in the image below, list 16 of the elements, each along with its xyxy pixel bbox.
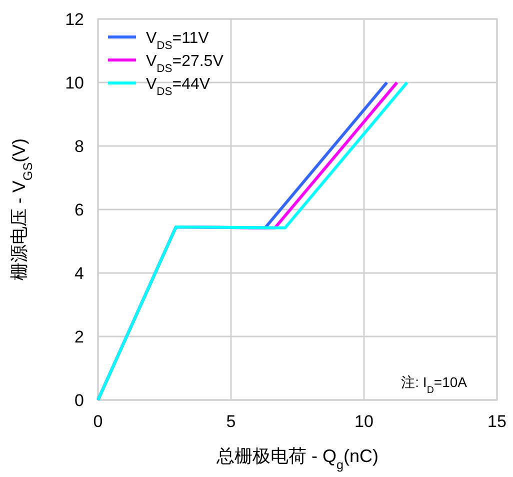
y-tick-label: 10	[65, 74, 84, 92]
x-tick-label: 5	[226, 412, 236, 431]
x-tick-label: 15	[488, 412, 506, 431]
y-tick-label: 0	[74, 391, 84, 410]
y-tick-label: 6	[74, 200, 84, 220]
legend-label: V$_{DS}$=44V	[146, 76, 210, 98]
x-axis-title: 总栅极电荷 - Q$_{g}$(nC)	[215, 446, 379, 472]
y-tick-label: 2	[74, 328, 84, 346]
y-tick-label: 4	[74, 264, 84, 283]
x-tick-label: 10	[354, 412, 374, 431]
legend-label: V$_{DS}$=27.5V	[146, 53, 224, 75]
annotation: 注: I$_{D}$=10A	[401, 374, 468, 396]
x-tick-label: 0	[93, 412, 103, 431]
y-tick-label: 12	[65, 10, 84, 29]
y-tick-label: 8	[74, 137, 84, 156]
legend-label: V$_{DS}$=11V	[146, 30, 210, 52]
